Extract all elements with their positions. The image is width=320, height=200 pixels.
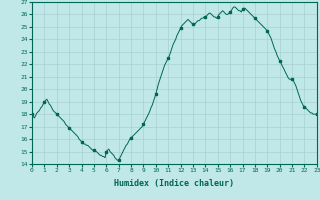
X-axis label: Humidex (Indice chaleur): Humidex (Indice chaleur)	[115, 179, 234, 188]
